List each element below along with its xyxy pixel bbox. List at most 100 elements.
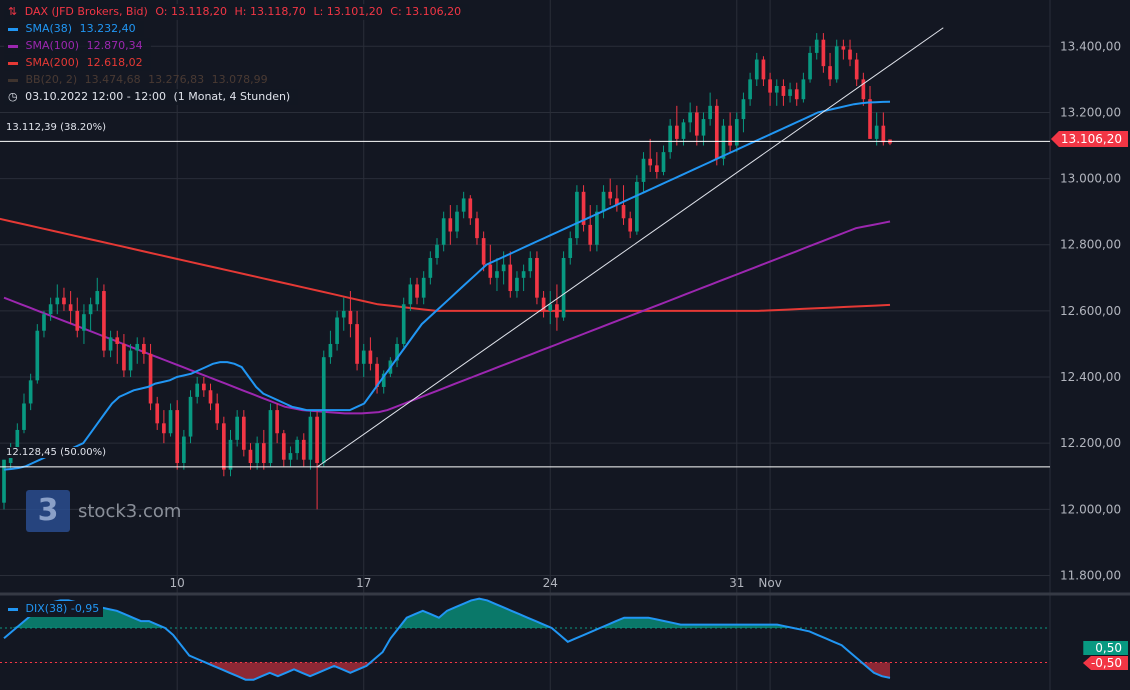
- candle-body: [435, 244, 439, 258]
- candle-body: [268, 410, 273, 464]
- candle-body: [561, 257, 566, 318]
- candle-body: [381, 373, 386, 387]
- candle-body: [335, 317, 339, 344]
- sma200-label: SMA(200): [25, 56, 80, 69]
- y-tick-label: 12.400,00: [1060, 370, 1121, 384]
- candle-body: [361, 350, 366, 364]
- candle-body: [301, 439, 306, 460]
- period-note: (1 Monat, 4 Stunden): [173, 90, 291, 103]
- candle-body: [635, 181, 639, 232]
- candle-body: [808, 52, 812, 80]
- candle-body: [82, 314, 86, 331]
- candle-body: [248, 449, 253, 464]
- legend-sma38[interactable]: SMA(38) 13.232,40: [4, 21, 144, 37]
- y-axis[interactable]: 11.800,00 12.000,00 12.200,00 12.400,00 12.6…: [1060, 39, 1121, 582]
- candle-body: [155, 403, 160, 424]
- candle-body: [415, 284, 419, 298]
- candle-body: [655, 165, 659, 172]
- x-tick-label: 31: [729, 576, 744, 590]
- candle-body: [768, 79, 772, 93]
- candle-body: [135, 343, 140, 351]
- bb-label: BB(20, 2): [25, 73, 78, 86]
- candle-body: [828, 66, 832, 80]
- dix-positive-area: [4, 598, 890, 628]
- candle-body: [62, 297, 66, 305]
- candle-body: [754, 59, 759, 80]
- trendline[interactable]: [316, 27, 944, 468]
- candle-body: [555, 304, 559, 318]
- x-axis[interactable]: 10 17 24 31 Nov: [170, 576, 782, 590]
- candle-body: [55, 297, 60, 305]
- candle-body: [288, 453, 293, 460]
- sma38-line: [3, 100, 891, 471]
- fib-upper-label: 13.112,39 (38.20%): [4, 122, 109, 133]
- candle-body: [341, 310, 346, 318]
- legend-sma200[interactable]: SMA(200) 12.618,02: [4, 55, 151, 71]
- stock3-logo: 3 stock3.com: [26, 490, 181, 532]
- x-tick-label: 17: [356, 576, 371, 590]
- candle-body: [488, 264, 493, 278]
- low-value: L: 13.101,20: [313, 5, 383, 18]
- x-tick-label: 24: [543, 576, 558, 590]
- candle-body: [275, 410, 279, 434]
- candle-body: [348, 310, 353, 325]
- legend-period[interactable]: ◷ 03.10.2022 12:00 - 12:00 (1 Monat, 4 S…: [4, 89, 299, 105]
- bb-value-3: 13.078,99: [211, 73, 268, 86]
- clock-icon: ◷: [8, 90, 18, 103]
- fibonacci-lines[interactable]: [0, 140, 1050, 468]
- candles: [2, 33, 892, 510]
- bb-value-1: 13.474,68: [84, 73, 141, 86]
- candle-body: [568, 238, 573, 258]
- candle-body: [128, 350, 133, 371]
- legend-sma100[interactable]: SMA(100) 12.870,34: [4, 38, 151, 54]
- candle-body: [575, 191, 579, 239]
- candle-body: [495, 271, 499, 278]
- candle-body: [854, 59, 859, 80]
- candle-body: [881, 125, 886, 143]
- y-tick-label: 12.600,00: [1060, 304, 1121, 318]
- sma100-swatch: [8, 44, 18, 48]
- candle-body: [774, 85, 779, 93]
- candle-body: [42, 314, 46, 331]
- legend-bb[interactable]: BB(20, 2) 13.474,68 13.276,83 13.078,99: [4, 72, 276, 88]
- candle-body: [315, 416, 319, 464]
- high-value: H: 13.118,70: [234, 5, 306, 18]
- logo-mark: 3: [26, 490, 70, 532]
- candle-body: [22, 403, 26, 430]
- dix-indicator-pane: [0, 597, 1050, 681]
- candle-body: [841, 46, 846, 50]
- bb-swatch: [8, 78, 18, 82]
- sma200-line: [0, 217, 891, 312]
- candle-body: [861, 79, 866, 100]
- sma38-value: 13.232,40: [79, 22, 136, 35]
- candle-body: [88, 304, 93, 315]
- dix-legend[interactable]: DIX(38) -0,95: [4, 601, 104, 617]
- dix-swatch: [8, 607, 18, 611]
- candle-body: [501, 264, 506, 272]
- candle-body: [475, 218, 479, 239]
- last-price-tag: 13.106,20: [1050, 131, 1128, 147]
- candle-body: [814, 39, 819, 53]
- symbol-row[interactable]: ⇅ DAX (JFD Brokers, Bid) O: 13.118,20 H:…: [4, 4, 470, 20]
- candle-body: [168, 410, 173, 434]
- candle-body: [874, 125, 879, 139]
- candle-body: [761, 59, 766, 80]
- candle-body: [748, 79, 752, 100]
- y-tick-label: 11.800,00: [1060, 568, 1121, 582]
- candle-body: [308, 416, 313, 460]
- candle-body: [421, 277, 426, 298]
- candle-body: [222, 423, 226, 470]
- candle-body: [601, 191, 606, 212]
- candle-body: [75, 310, 80, 331]
- candle-body: [788, 89, 792, 96]
- candle-body: [528, 257, 533, 272]
- trendline-path: [316, 27, 944, 468]
- candle-body: [122, 343, 126, 371]
- x-tick-label: Nov: [758, 576, 781, 590]
- sma200-value: 12.618,02: [86, 56, 143, 69]
- candle-body: [548, 304, 553, 311]
- y-tick-label: 12.800,00: [1060, 238, 1121, 252]
- candle-body: [641, 158, 646, 182]
- chart-legend: ⇅ DAX (JFD Brokers, Bid) O: 13.118,20 H:…: [4, 4, 470, 106]
